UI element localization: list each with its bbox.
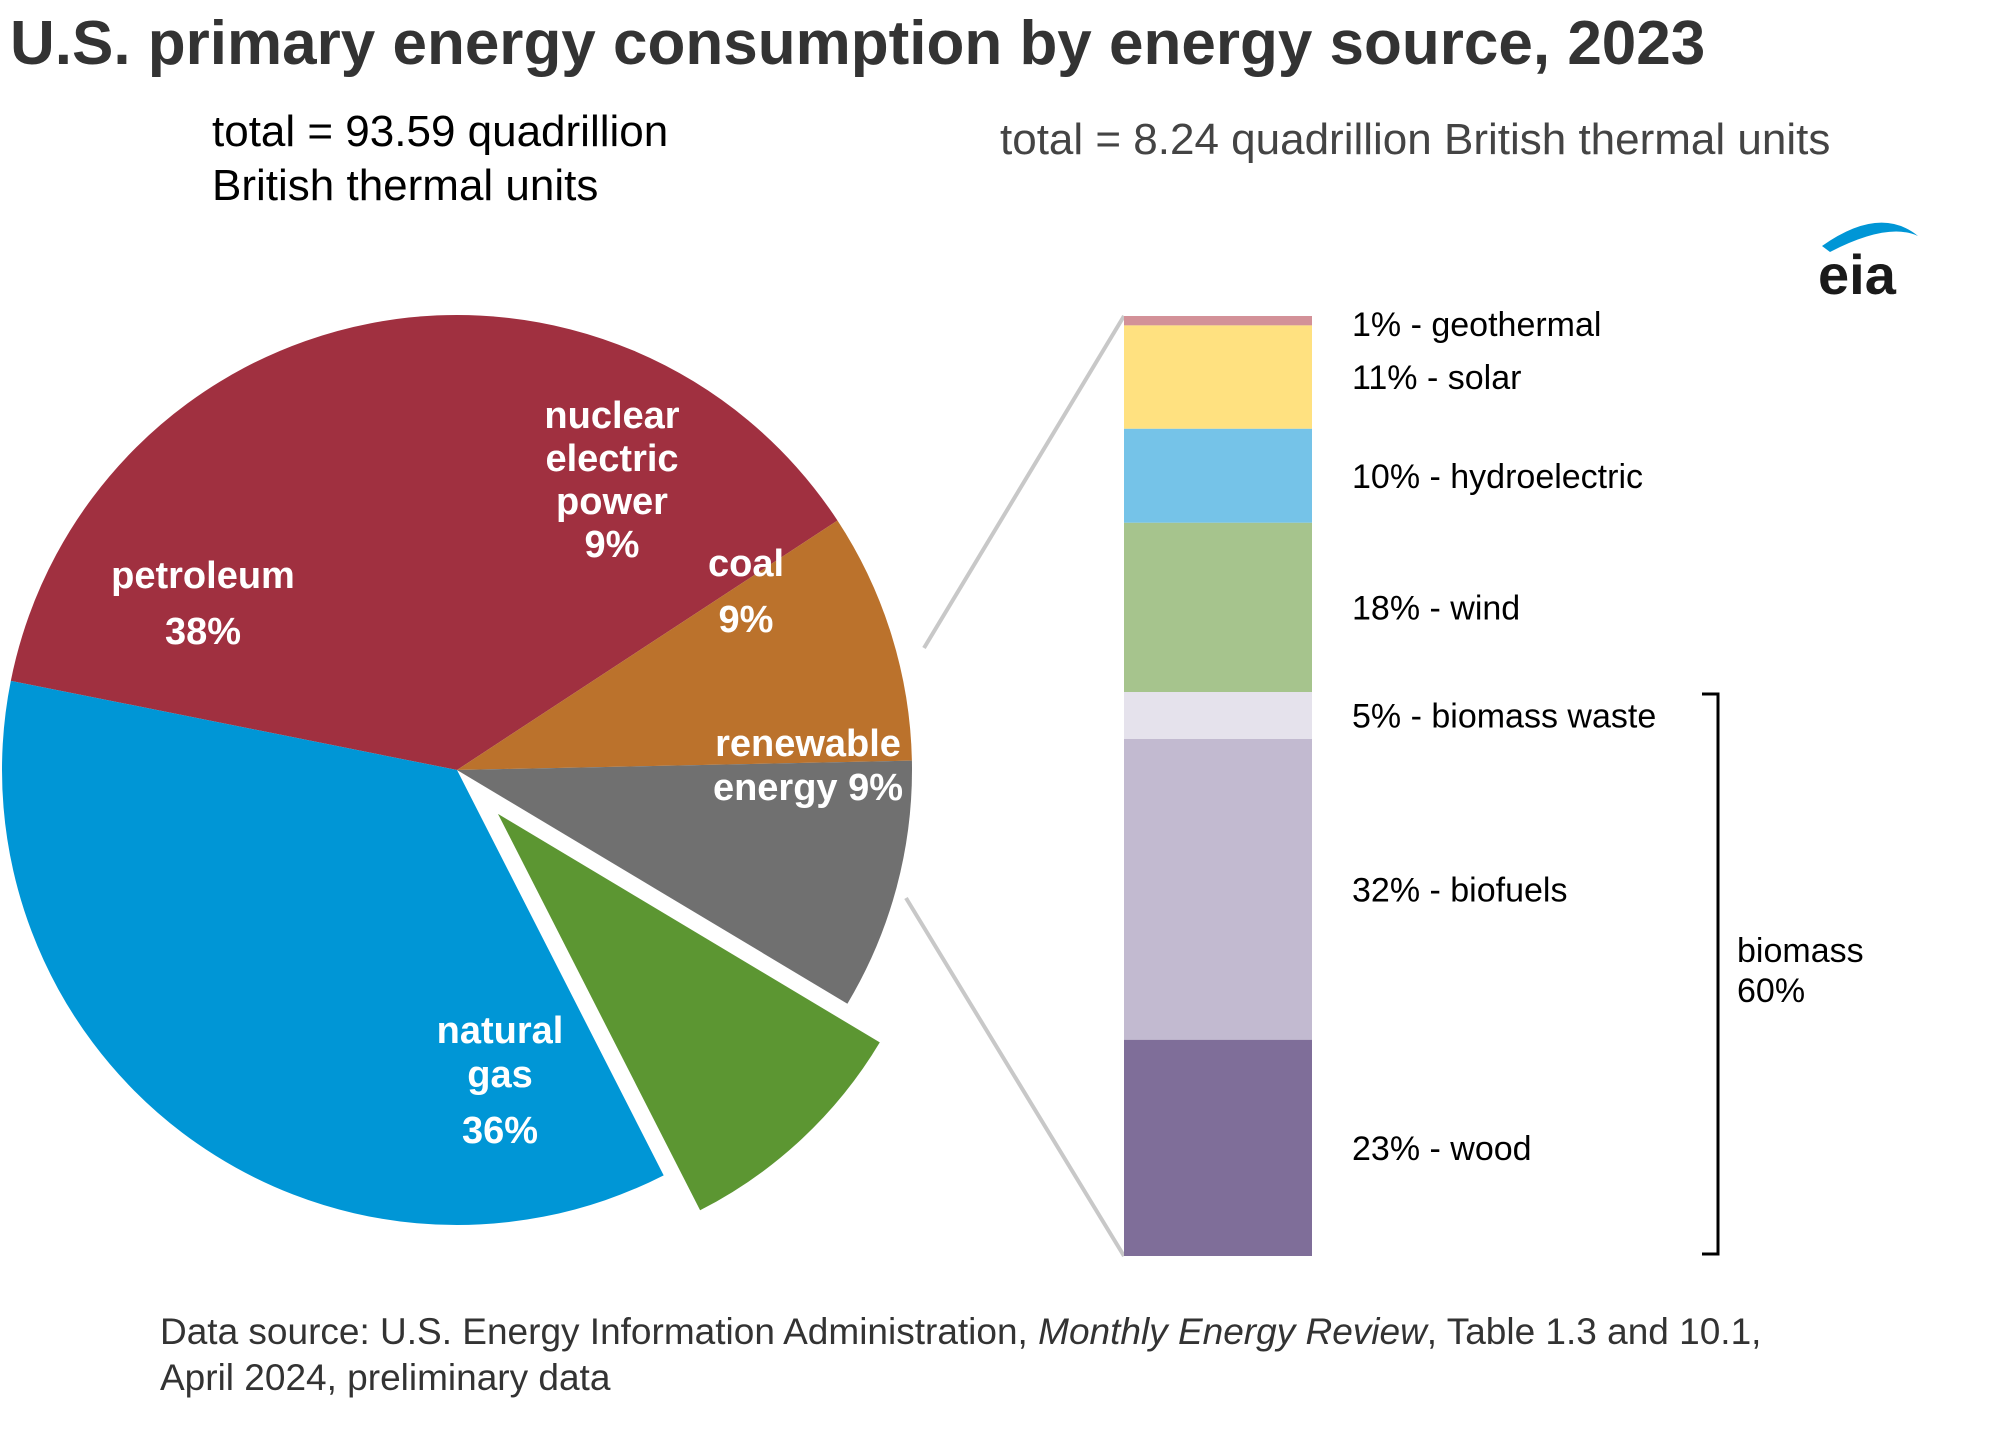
eia-logo-swoosh-icon	[1822, 222, 1918, 252]
eia-logo: eia	[1818, 222, 1918, 306]
pie-label-nuclear-electric-power-line-1: nuclear	[544, 395, 679, 437]
bar-segment-biomass-waste	[1124, 692, 1312, 739]
bar-segment-solar	[1124, 325, 1312, 429]
bar-label-biofuels: 32% - biofuels	[1352, 871, 1567, 909]
bar-label-geothermal: 1% - geothermal	[1352, 306, 1601, 344]
bar-label-solar: 11% - solar	[1352, 359, 1521, 397]
bar-segment-wind	[1124, 522, 1312, 692]
pie-label-nuclear-electric-power-line-3: power	[556, 481, 668, 523]
biomass-bracket-line	[1702, 692, 1720, 1256]
pie-slice-coal	[457, 760, 913, 1004]
pie-label-coal-line-1: coal	[708, 543, 784, 585]
pie-label-renewable-energy-line-2: energy 9%	[713, 767, 903, 809]
pie-subtitle-line-1: total = 93.59 quadrillion	[212, 107, 668, 156]
biomass-bracket-label-line-1: biomass	[1737, 932, 1864, 970]
data-source-prefix: Data source: U.S. Energy Information Adm…	[160, 1311, 1038, 1352]
biomass-bracket-label-line-2: 60%	[1737, 972, 1805, 1010]
bar-label-biomass-waste: 5% - biomass waste	[1352, 698, 1656, 736]
pie-slice-petroleum	[10, 315, 838, 770]
pie-label-natural-gas-line-1: natural	[437, 1010, 564, 1052]
data-source-publication: Monthly Energy Review	[1038, 1311, 1429, 1352]
pie-label-petroleum-line-1: petroleum	[111, 555, 295, 597]
bar-label-hydroelectric: 10% - hydroelectric	[1352, 458, 1643, 496]
eia-logo-text: eia	[1818, 243, 1897, 306]
bar-subtitle: total = 8.24 quadrillion British thermal…	[1000, 115, 1830, 164]
bar-segment-hydroelectric	[1124, 428, 1312, 523]
pie-slice-renewable-energy	[497, 813, 880, 1211]
bar-label-wood: 23% - wood	[1352, 1130, 1532, 1168]
zoom-connector-bottom	[904, 896, 1126, 1258]
data-source-line-2: April 2024, preliminary data	[160, 1357, 611, 1398]
zoom-connector-lines	[904, 314, 1126, 1258]
pie-pct-coal: 9%	[719, 599, 774, 641]
pie-pct-nuclear-electric-power: 9%	[585, 524, 640, 566]
stacked-bar-chart: 1% - geothermal 11% - solar 10% - hydroele…	[1124, 306, 1656, 1256]
chart-title: U.S. primary energy consumption by energ…	[10, 9, 1705, 78]
bar-label-wind: 18% - wind	[1352, 589, 1520, 627]
bar-segment-geothermal	[1124, 316, 1312, 326]
pie-pct-natural-gas: 36%	[462, 1110, 538, 1152]
data-source-line-1: Data source: U.S. Energy Information Adm…	[160, 1311, 1761, 1352]
bar-segment-wood	[1124, 1039, 1312, 1256]
pie-subtitle-line-2: British thermal units	[212, 161, 598, 210]
zoom-connector-top	[922, 314, 1126, 650]
bar-segment-biofuels	[1124, 739, 1312, 1040]
pie-slice-nuclear-electric-power	[457, 520, 912, 770]
pie-pct-petroleum: 38%	[165, 611, 241, 653]
pie-label-renewable-energy-line-1: renewable	[715, 723, 901, 765]
pie-label-nuclear-electric-power-line-2: electric	[545, 438, 678, 480]
data-source-suffix: , Table 1.3 and 10.1,	[1427, 1311, 1762, 1352]
pie-label-natural-gas-line-2: gas	[467, 1054, 532, 1096]
pie-slice-natural-gas	[1, 680, 664, 1226]
